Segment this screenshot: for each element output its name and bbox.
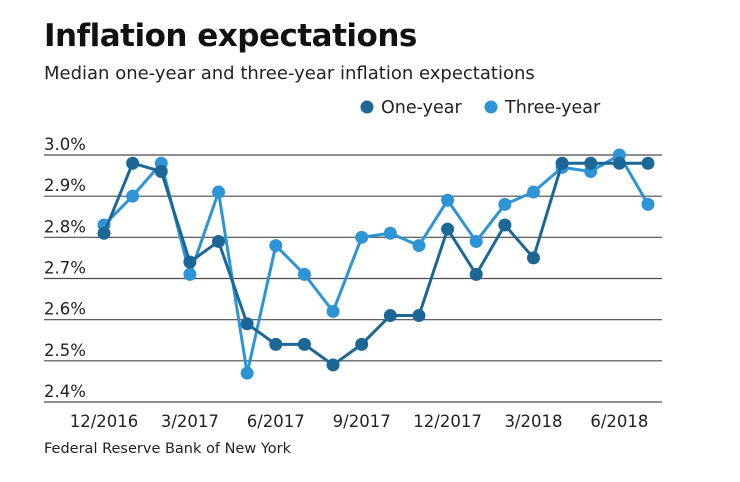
data-point — [498, 218, 512, 232]
chart-subtitle: Median one-year and three-year inflation… — [44, 63, 535, 84]
data-point — [641, 197, 655, 211]
x-tick-label: 12/2016 — [70, 412, 139, 431]
data-point — [97, 226, 111, 240]
y-tick-label: 2.8% — [44, 217, 86, 236]
data-point — [412, 309, 426, 323]
data-point — [383, 226, 397, 240]
y-axis-ticks: 3.0% 2.9% 2.8% 2.7% 2.6% 2.5% 2.4% — [44, 135, 86, 401]
data-point — [469, 267, 483, 281]
data-point — [641, 156, 655, 170]
chart-title: Inflation expectations — [44, 18, 417, 54]
x-tick-label: 3/2018 — [504, 412, 562, 431]
x-axis-ticks: 12/2016 3/2017 6/2017 9/2017 12/2017 3/2018 6/… — [70, 412, 649, 431]
x-tick-label: 9/2017 — [333, 412, 391, 431]
data-point — [383, 309, 397, 323]
data-point — [212, 234, 226, 248]
data-point — [240, 366, 254, 380]
data-point — [355, 337, 369, 351]
data-point — [297, 337, 311, 351]
data-point — [154, 164, 168, 178]
data-point — [355, 230, 369, 244]
gridlines — [44, 154, 662, 403]
data-point — [269, 239, 283, 253]
data-point — [240, 317, 254, 331]
series-three-year — [97, 148, 655, 380]
data-point — [183, 267, 197, 281]
data-point — [584, 156, 598, 170]
y-tick-label: 2.5% — [44, 341, 86, 360]
y-tick-label: 2.9% — [44, 176, 86, 195]
source-note: Federal Reserve Bank of New York — [44, 441, 291, 457]
data-point — [183, 255, 197, 269]
data-point — [555, 156, 569, 170]
data-point — [412, 239, 426, 253]
legend-label-three-year: Three-year — [504, 98, 601, 118]
data-point — [441, 193, 455, 207]
y-tick-label: 3.0% — [44, 135, 86, 154]
x-tick-label: 3/2017 — [161, 412, 219, 431]
data-point — [126, 189, 140, 203]
legend: One-year Three-year — [360, 98, 601, 118]
y-tick-label: 2.6% — [44, 300, 86, 319]
data-point — [498, 197, 512, 211]
data-point — [326, 358, 340, 372]
series-one-year — [97, 156, 655, 372]
series — [97, 148, 655, 380]
data-point — [526, 185, 540, 199]
legend-marker-one-year — [360, 100, 374, 114]
data-point — [441, 222, 455, 236]
data-point — [212, 185, 226, 199]
legend-label-one-year: One-year — [381, 98, 462, 118]
data-point — [612, 156, 626, 170]
data-point — [269, 337, 283, 351]
data-point — [326, 304, 340, 318]
data-point — [526, 251, 540, 265]
x-tick-label: 12/2017 — [413, 412, 482, 431]
y-tick-label: 2.4% — [44, 382, 86, 401]
legend-marker-three-year — [484, 100, 498, 114]
x-tick-label: 6/2018 — [590, 412, 648, 431]
x-tick-label: 6/2017 — [247, 412, 305, 431]
data-point — [126, 156, 140, 170]
y-tick-label: 2.7% — [44, 259, 86, 278]
data-point — [469, 234, 483, 248]
data-point — [297, 267, 311, 281]
